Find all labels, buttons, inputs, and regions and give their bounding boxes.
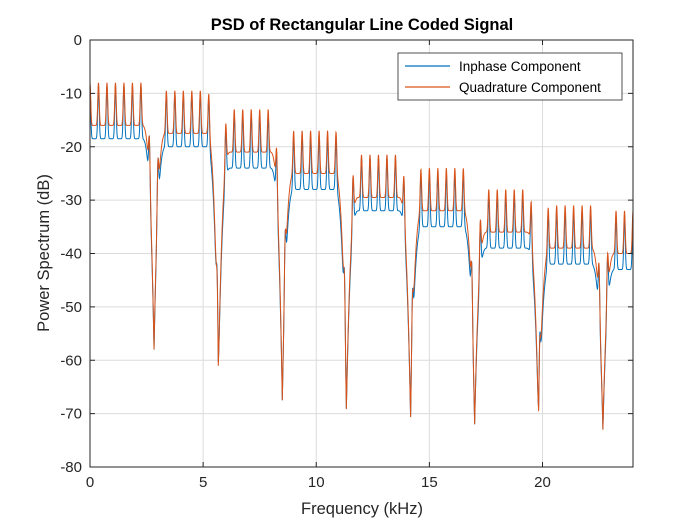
legend-box xyxy=(397,52,623,101)
y-tick-label: 0 xyxy=(74,32,82,49)
chart-title: PSD of Rectangular Line Coded Signal xyxy=(211,16,514,34)
x-tick-label: 0 xyxy=(86,474,94,491)
x-tick-label: 5 xyxy=(199,474,207,491)
x-tick-label: 20 xyxy=(534,474,551,491)
y-tick-label: -60 xyxy=(60,352,82,369)
x-axis-label: Frequency (kHz) xyxy=(301,500,423,518)
legend-label-inphase: Inphase Component xyxy=(459,59,581,74)
x-tick-label: 10 xyxy=(308,474,325,491)
y-tick-label: -80 xyxy=(60,459,82,476)
y-tick-label: -70 xyxy=(60,406,82,423)
y-tick-label: -10 xyxy=(60,85,82,102)
legend: Inphase Component Quadrature Component xyxy=(397,52,623,101)
y-tick-label: -50 xyxy=(60,299,82,316)
grid xyxy=(90,40,633,467)
y-tick-label: -30 xyxy=(60,192,82,209)
ticks: 0 5 10 15 20 0 -10 -20 -30 -40 -50 -60 -70 -80 xyxy=(60,32,633,491)
legend-label-quadrature: Quadrature Component xyxy=(459,80,601,95)
y-tick-label: -40 xyxy=(60,246,82,263)
x-tick-label: 15 xyxy=(421,474,438,491)
series-lines xyxy=(89,82,634,430)
series-line-quadrature xyxy=(89,82,634,430)
y-axis-label: Power Spectrum (dB) xyxy=(35,174,53,332)
y-tick-label: -20 xyxy=(60,139,82,156)
